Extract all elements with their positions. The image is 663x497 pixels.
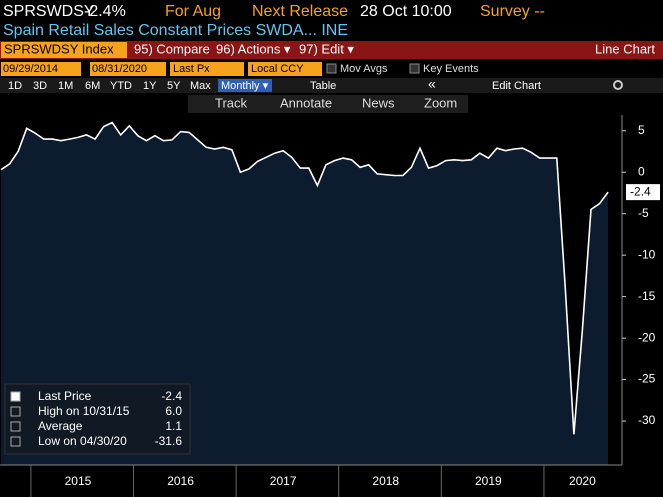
y-tick-label: -5 bbox=[638, 206, 649, 220]
range-button[interactable]: 5Y bbox=[167, 80, 181, 92]
checkbox[interactable] bbox=[326, 63, 337, 74]
x-tick-label: 2019 bbox=[475, 474, 502, 488]
compare-button[interactable]: 95) Compare bbox=[134, 41, 210, 56]
stat-icon bbox=[10, 391, 21, 402]
y-tick-label: -10 bbox=[638, 247, 656, 261]
end-date[interactable]: 08/31/2020 bbox=[92, 63, 147, 75]
y-tick-label: -25 bbox=[638, 372, 656, 386]
range-button[interactable]: Max bbox=[190, 80, 211, 92]
y-tick-label: 5 bbox=[638, 123, 645, 137]
x-tick-label: 2017 bbox=[270, 474, 297, 488]
range-button[interactable]: 1D bbox=[8, 80, 22, 92]
start-box[interactable] bbox=[1, 62, 81, 76]
stat-name: Last Price bbox=[38, 389, 92, 403]
edit-button[interactable]: 97) Edit ▾ bbox=[299, 41, 354, 56]
checkbox[interactable] bbox=[409, 63, 420, 74]
tool-button[interactable]: Track bbox=[215, 95, 248, 110]
tool-button[interactable]: News bbox=[362, 95, 395, 110]
security[interactable]: SPRSWDSY Index bbox=[4, 41, 114, 56]
start-date[interactable]: 09/29/2014 bbox=[3, 63, 58, 75]
table-button[interactable]: Table bbox=[310, 80, 336, 92]
x-tick-label: 2018 bbox=[372, 474, 399, 488]
y-tick-label: -30 bbox=[638, 413, 656, 427]
tool-button[interactable]: Annotate bbox=[280, 95, 332, 110]
survey: Survey -- bbox=[480, 3, 545, 20]
range-bar bbox=[0, 78, 663, 93]
range-button[interactable]: 1Y bbox=[143, 80, 157, 92]
release-time: 28 Oct 10:00 bbox=[360, 3, 452, 20]
field[interactable]: Last Px bbox=[173, 63, 210, 75]
stat-value: -31.6 bbox=[155, 434, 183, 448]
stat-value: 6.0 bbox=[165, 404, 182, 418]
stat-icon bbox=[10, 436, 21, 447]
mov-avgs[interactable]: Mov Avgs bbox=[340, 63, 388, 75]
range-button[interactable]: YTD bbox=[110, 80, 132, 92]
stat-value: -2.4 bbox=[161, 389, 182, 403]
stat-name: Low on 04/30/20 bbox=[38, 434, 127, 448]
release-label: Next Release bbox=[252, 3, 348, 20]
x-tick-label: 2020 bbox=[569, 474, 596, 488]
range-button[interactable]: 1M bbox=[58, 80, 73, 92]
chart-kind[interactable]: Line Chart bbox=[595, 41, 655, 56]
x-tick-label: 2015 bbox=[65, 474, 92, 488]
actions-button[interactable]: 96) Actions ▾ bbox=[216, 41, 291, 56]
tool-bar bbox=[188, 95, 468, 113]
stat-icon bbox=[10, 406, 21, 417]
area-fill bbox=[1, 122, 609, 465]
edit-chart-button[interactable]: Edit Chart bbox=[492, 80, 541, 92]
collapse-button[interactable]: « bbox=[428, 76, 436, 92]
description: Spain Retail Sales Constant Prices SWDA.… bbox=[3, 22, 348, 39]
change: -2.4% bbox=[84, 3, 126, 20]
key-events[interactable]: Key Events bbox=[423, 63, 479, 75]
field-box[interactable] bbox=[170, 62, 244, 76]
stat-name: High on 10/31/15 bbox=[38, 404, 130, 418]
y-tick-label: -20 bbox=[638, 330, 656, 344]
x-tick-label: 2016 bbox=[167, 474, 194, 488]
period: For Aug bbox=[165, 3, 221, 20]
range-button[interactable]: 3D bbox=[33, 80, 47, 92]
range-button[interactable]: 6M bbox=[85, 80, 100, 92]
stat-name: Average bbox=[38, 419, 83, 433]
y-tick-label: -15 bbox=[638, 289, 656, 303]
end-box[interactable] bbox=[90, 62, 166, 76]
ticker: SPRSWDSY bbox=[3, 3, 95, 20]
legend-panel bbox=[4, 383, 191, 455]
stat-value: 1.1 bbox=[165, 419, 182, 433]
frequency-box[interactable] bbox=[218, 79, 272, 92]
frequency[interactable]: Monthly ▾ bbox=[221, 80, 269, 92]
currency-box[interactable] bbox=[248, 62, 322, 76]
currency[interactable]: Local CCY bbox=[251, 63, 304, 75]
last-value-label: -2.4 bbox=[630, 184, 651, 198]
settings-icon[interactable] bbox=[613, 80, 623, 90]
y-tick-label: 0 bbox=[638, 164, 645, 178]
line bbox=[0, 121, 609, 435]
security-box[interactable] bbox=[1, 42, 127, 58]
last-value-box bbox=[626, 184, 660, 201]
toolbar bbox=[0, 41, 663, 59]
stat-icon bbox=[10, 421, 21, 432]
tool-button[interactable]: Zoom bbox=[424, 95, 457, 110]
